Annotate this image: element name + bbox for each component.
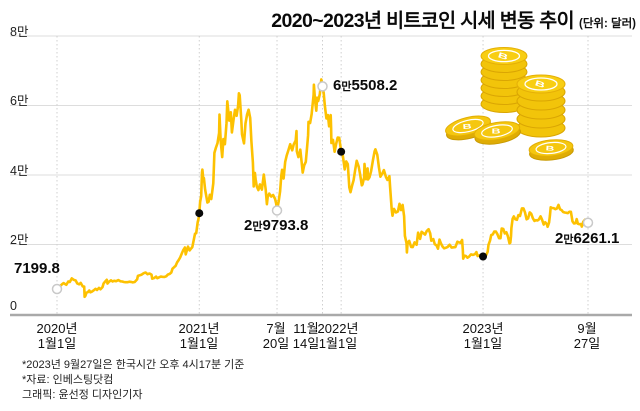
y-axis-label-80000: 8만 [10, 25, 29, 39]
y-axis-label-20000: 2만 [10, 233, 29, 247]
marker-filled-2023-01-01 [479, 252, 488, 261]
marker-filled-2021-01-01 [195, 209, 204, 218]
callout-november-2021-peak: 6만5508.2 [333, 77, 398, 94]
footnote-credit: 그래픽: 윤선정 디자인기자 [22, 389, 143, 401]
x-axis-tick-2023-09-27: 9월 27일 [573, 321, 601, 351]
price-line-layer [51, 78, 594, 299]
x-axis-tick-2021-01-01: 2021년 1월1일 [178, 321, 220, 351]
x-axis-tick-2022-01-01: 2022년 1월1일 [317, 321, 359, 351]
footnote-source: *자료: 인베스팅닷컴 [22, 374, 114, 386]
callout-end-price: 2만6261.1 [555, 230, 620, 247]
bitcoin-symbol-icon: B [492, 128, 501, 135]
x-axis-tick-2021-11-14: 11월 14일 [292, 321, 320, 351]
marker-open-2020-01-01 [51, 283, 63, 295]
footnote-basis-time: *2023년 9월27일은 한국시간 오후 4시17분 기준 [22, 359, 245, 371]
y-axis-label-0: 0 [10, 299, 17, 313]
coin-stack-right: B [516, 74, 566, 138]
bitcoin-symbol-icon: B [497, 51, 509, 62]
coin-flat-3: B [528, 139, 574, 161]
marker-filled-2022-01-01 [337, 147, 346, 156]
x-axis-tick-2023-01-01: 2023년 1월1일 [462, 321, 504, 351]
bitcoin-coins-illustration: B B B [445, 47, 574, 161]
callout-july-2021-low: 2만9793.8 [244, 217, 309, 234]
callout-start-price: 7199.8 [14, 260, 60, 277]
bitcoin-symbol-icon: B [534, 79, 546, 90]
x-axis-tick-2021-07-20: 7월 20일 [262, 321, 290, 351]
marker-open-2021-07-20 [271, 205, 283, 216]
x-axis-tick-2020-01-01: 2020년 1월1일 [36, 321, 78, 351]
marker-open-2023-09-27 [582, 217, 594, 228]
y-axis-label-40000: 4만 [10, 164, 29, 178]
coin-flat-2: B [473, 121, 521, 145]
bitcoin-symbol-icon: B [462, 123, 472, 131]
chart-unit-label: (단위: 달러) [578, 18, 636, 30]
marker-open-2021-11-14 [317, 81, 328, 92]
gridlines [10, 35, 632, 317]
bitcoin-symbol-icon: B [545, 145, 554, 153]
y-axis-label-60000: 6만 [10, 94, 29, 108]
chart-title-text: 2020~2023년 비트코인 시세 변동 추이 [271, 10, 574, 32]
chart-title: 2020~2023년 비트코인 시세 변동 추이 (단위: 달러) [271, 4, 636, 33]
coin-stack-left: B [480, 47, 528, 113]
